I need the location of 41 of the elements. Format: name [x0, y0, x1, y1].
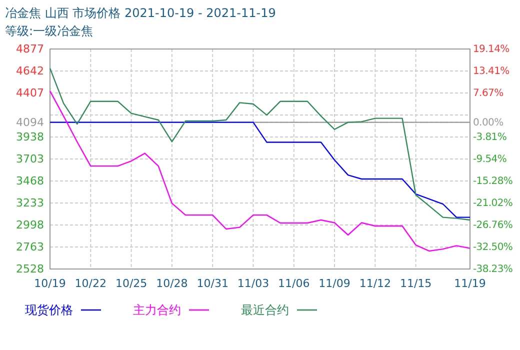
y2-tick-label: 7.67%	[473, 88, 504, 100]
y2-tick-label: -3.81%	[473, 132, 507, 144]
y-tick-label: 4642	[16, 64, 44, 78]
legend-label: 最近合约	[241, 303, 289, 317]
y2-tick-label: -15.28%	[473, 176, 513, 188]
x-tick-label: 10/28	[156, 276, 188, 290]
y2-tick-label: -38.23%	[473, 264, 513, 276]
y2-tick-label: 19.14%	[473, 44, 510, 56]
line-series	[49, 122, 471, 218]
y-tick-label: 3938	[16, 130, 44, 144]
y-tick-label: 4877	[16, 42, 44, 56]
y-tick-label: 2998	[16, 218, 44, 232]
y-tick-label: 3468	[16, 174, 44, 188]
y-tick-label: 4094	[16, 116, 44, 129]
y2-tick-label: -21.02%	[473, 198, 513, 210]
x-tick-label: 10/22	[74, 276, 106, 290]
x-tick-label: 10/31	[196, 276, 228, 290]
chart-subtitle: 等级:一级冶金焦	[5, 24, 94, 38]
y-tick-label: 3233	[16, 196, 44, 210]
legend-label: 现货价格	[25, 303, 73, 317]
y-tick-label: 3703	[16, 152, 44, 166]
line-series	[49, 90, 471, 252]
line-series	[49, 68, 471, 221]
y2-tick-label: -9.54%	[473, 154, 507, 166]
y-tick-label: 2763	[16, 240, 44, 254]
chart-title: 冶金焦 山西 市场价格 2021-10-19 - 2021-11-19	[5, 6, 276, 20]
x-tick-label: 10/25	[115, 276, 148, 290]
x-tick-label: 11/19	[454, 276, 486, 290]
y2-tick-label: -26.76%	[473, 220, 513, 232]
y-tick-label: 4407	[16, 86, 44, 100]
x-tick-label: 11/15	[400, 276, 432, 290]
x-tick-label: 10/19	[34, 276, 66, 290]
x-tick-label: 11/06	[278, 276, 310, 290]
x-tick-label: 11/03	[237, 276, 270, 290]
x-tick-label: 11/09	[318, 276, 350, 290]
y2-tick-label: 13.41%	[473, 66, 510, 78]
x-tick-label: 11/12	[359, 276, 392, 290]
y2-tick-label: 0.00%	[473, 118, 504, 129]
y2-tick-label: -32.50%	[473, 242, 513, 254]
legend-label: 主力合约	[133, 303, 181, 317]
y-tick-label: 2528	[16, 262, 44, 276]
